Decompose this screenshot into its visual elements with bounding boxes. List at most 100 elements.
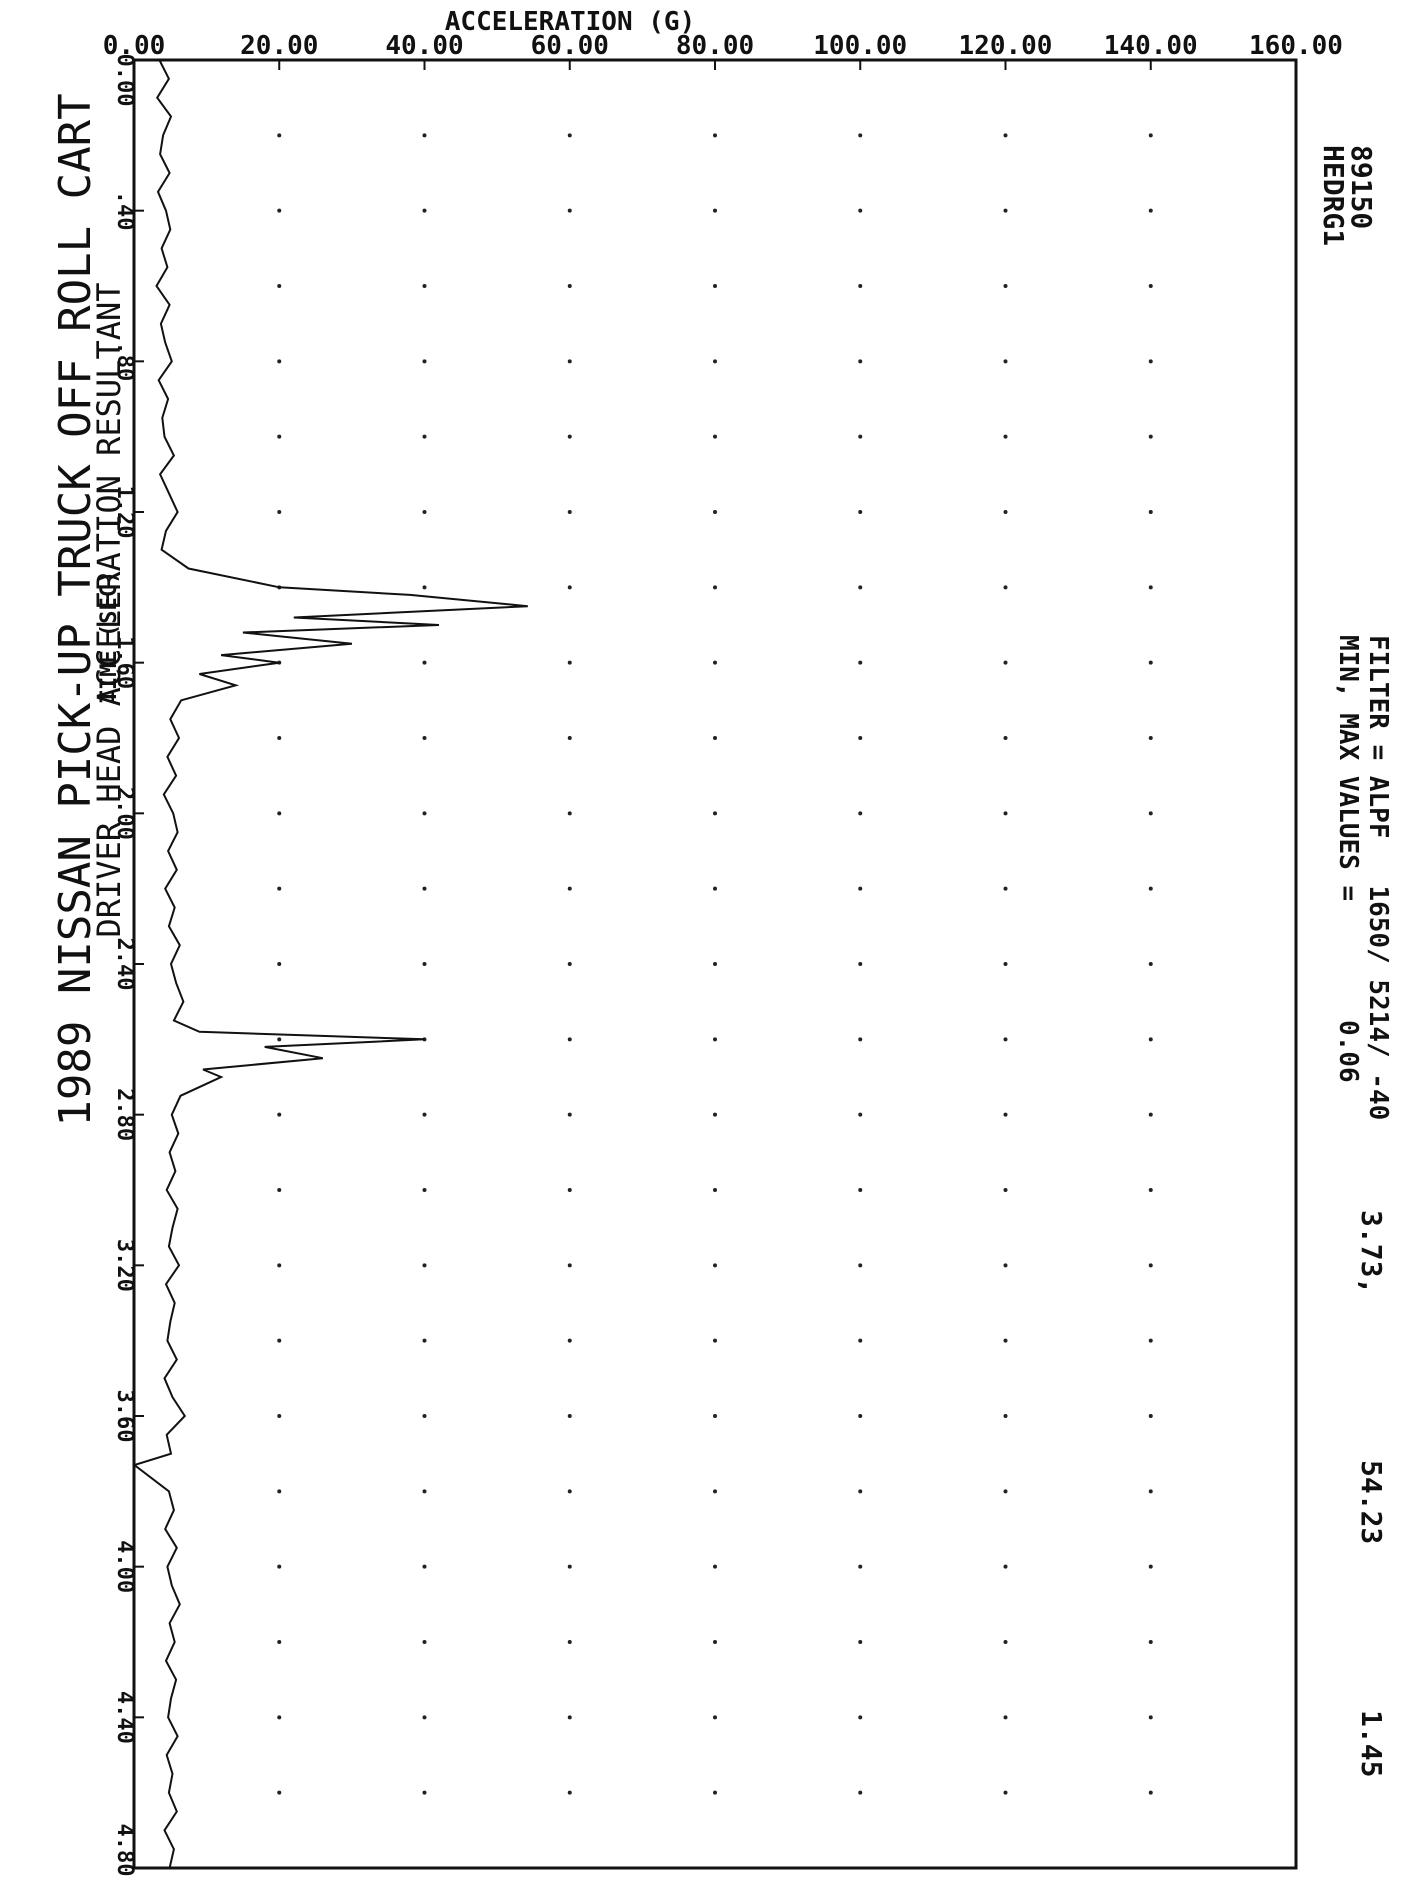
grid-dot (422, 1338, 427, 1343)
grid-dot (277, 811, 282, 816)
grid-dot (1148, 133, 1153, 138)
grid-dot (277, 434, 282, 439)
grid-dot (422, 359, 427, 364)
grid-dot (1003, 208, 1008, 213)
grid-dot (422, 208, 427, 213)
grid-dot (713, 1715, 717, 1720)
time-tick-label: 1.20 (112, 486, 137, 539)
grid-dot (858, 434, 863, 439)
grid-dot (422, 811, 427, 816)
grid-dot (567, 1790, 572, 1795)
grid-dot (1003, 1112, 1008, 1117)
acceleration-tick-label: 60.00 (531, 31, 609, 61)
grid-dot (1003, 886, 1008, 891)
grid-dot (277, 510, 282, 514)
grid-dot (567, 585, 572, 590)
grid-dot (1003, 510, 1008, 514)
grid-dot (277, 1640, 282, 1644)
grid-dot (713, 1037, 717, 1042)
acceleration-tick-label: 20.00 (240, 31, 318, 61)
x-axis-label: TIME (SEC) (97, 571, 122, 703)
grid-dot (567, 886, 572, 891)
grid-dot (1148, 1037, 1153, 1042)
acceleration-tick-label: 160.00 (1249, 31, 1343, 61)
grid-dot (1003, 1715, 1008, 1720)
time-tick-label: 3.60 (112, 1390, 137, 1443)
grid-dot (858, 811, 863, 816)
min-value: 0.06 (1333, 1020, 1363, 1083)
grid-dot (567, 1489, 572, 1494)
grid-dot (422, 1640, 427, 1644)
grid-dot (422, 886, 427, 891)
grid-dot (422, 1414, 427, 1418)
grid-dot (858, 133, 863, 138)
min-time: 3.73, (1355, 1210, 1388, 1294)
acceleration-tick-label: 140.00 (1104, 31, 1198, 61)
grid-dot (422, 585, 427, 590)
grid-dot (713, 510, 717, 514)
y-axis-label: ACCELERATION (G) (445, 7, 695, 37)
grid-dot (277, 1489, 282, 1494)
grid-dot (567, 1112, 572, 1117)
time-tick-label: .40 (112, 191, 137, 231)
grid-dot (858, 1188, 863, 1192)
grid-dot (567, 1188, 572, 1192)
grid-dot (422, 736, 427, 740)
grid-dot (277, 1188, 282, 1192)
time-tick-label: 2.40 (112, 938, 137, 991)
grid-dot (858, 1037, 863, 1042)
grid-dot (858, 359, 863, 364)
chart-title: 1989 NISSAN PICK-UP TRUCK OFF ROLL CART (50, 93, 101, 1126)
time-tick-label: .80 (112, 341, 137, 381)
acceleration-tick-label: 120.00 (959, 31, 1053, 61)
grid-dot (422, 1715, 427, 1720)
grid-dot (277, 133, 282, 138)
grid-dot (277, 1414, 282, 1418)
grid-dot (858, 1790, 863, 1795)
grid-dot (277, 208, 282, 213)
grid-dot (567, 962, 572, 966)
grid-dot (713, 811, 717, 816)
grid-dot (1003, 1414, 1008, 1418)
time-tick-label: 3.20 (112, 1239, 137, 1292)
grid-dot (1148, 510, 1153, 514)
grid-dot (858, 1715, 863, 1720)
head-acceleration-series-line (132, 59, 528, 1869)
time-tick-label: 0.00 (112, 54, 137, 107)
grid-dot (858, 962, 863, 966)
grid-dot (1003, 434, 1008, 439)
grid-dot (1148, 284, 1153, 288)
grid-dot (713, 1640, 717, 1644)
grid-dot (567, 1414, 572, 1418)
grid-dot (567, 359, 572, 364)
grid-dot (567, 208, 572, 213)
grid-dot (567, 1640, 572, 1644)
acceleration-tick-label: 40.00 (385, 31, 463, 61)
grid-dot (1003, 1564, 1008, 1569)
grid-dot (713, 962, 717, 966)
acceleration-tick-label: 0.00 (103, 31, 166, 61)
grid-dot (277, 962, 282, 966)
acceleration-tick-label: 100.00 (813, 31, 907, 61)
grid-dot (713, 133, 717, 138)
time-tick-labels: 0.00 .40 .80 1.20 1.60 2.00 2.40 2.80 3.20 3.60 4.… (112, 54, 137, 1877)
grid-dot (1148, 886, 1153, 891)
grid-dot (713, 736, 717, 740)
grid-dot (858, 510, 863, 514)
grid-dot (858, 886, 863, 891)
test-id: 89150 (1345, 145, 1378, 229)
grid-dot (713, 1112, 717, 1117)
grid-dot (1148, 1263, 1153, 1268)
grid-dot (858, 208, 863, 213)
grid-dot (1003, 359, 1008, 364)
grid-dot (1003, 1790, 1008, 1795)
grid-dot (1003, 1640, 1008, 1644)
acceleration-tick-label: 80.00 (676, 31, 754, 61)
grid-dot (1148, 962, 1153, 966)
grid-dot (1003, 736, 1008, 740)
grid-dot (422, 284, 427, 288)
grid-dot (277, 1564, 282, 1569)
time-tick-label: 4.00 (112, 1540, 137, 1593)
grid-dot (567, 133, 572, 138)
grid-dot (1148, 1790, 1153, 1795)
